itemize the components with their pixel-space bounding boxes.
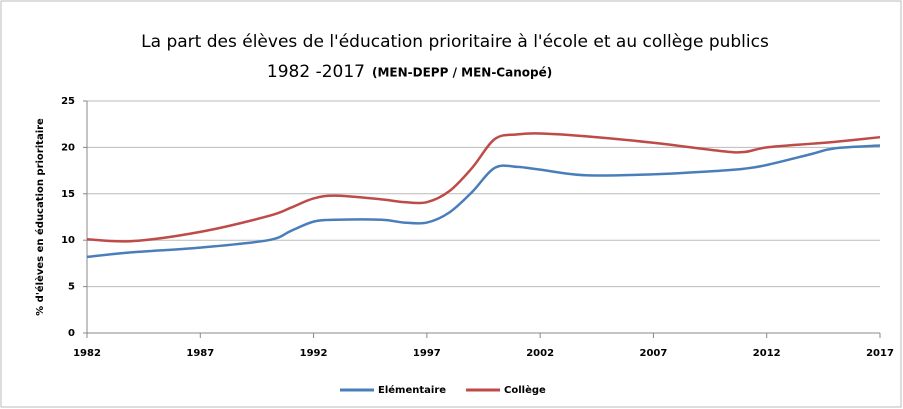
legend-label: Collège bbox=[504, 384, 546, 396]
chart-source: (MEN-DEPP / MEN-Canopé) bbox=[372, 66, 552, 80]
legend-label: Elémentaire bbox=[378, 384, 446, 396]
x-tick-label: 1992 bbox=[300, 348, 328, 359]
chart-subtitle: 1982 -2017 bbox=[267, 62, 365, 82]
line bbox=[86, 132, 881, 243]
chart-title: La part des élèves de l'éducation priori… bbox=[141, 32, 769, 52]
x-tick-label: 2012 bbox=[753, 348, 781, 359]
x-tick-label: 2002 bbox=[526, 348, 554, 359]
x-tick-label: 2017 bbox=[866, 348, 894, 359]
x-tick-label: 2007 bbox=[640, 348, 668, 359]
y-axis-label: % d'élèves en éducation prioritaire bbox=[34, 118, 46, 316]
y-tick-label: 10 bbox=[61, 235, 75, 246]
x-tick-label: 1987 bbox=[186, 348, 214, 359]
y-tick-label: 25 bbox=[61, 96, 75, 107]
y-tick-label: 20 bbox=[61, 142, 75, 153]
y-tick-label: 15 bbox=[61, 189, 75, 200]
line bbox=[86, 144, 881, 259]
y-tick-label: 0 bbox=[68, 328, 75, 339]
x-tick-label: 1997 bbox=[413, 348, 441, 359]
x-tick-label: 1982 bbox=[73, 348, 101, 359]
y-tick-label: 5 bbox=[68, 282, 75, 293]
